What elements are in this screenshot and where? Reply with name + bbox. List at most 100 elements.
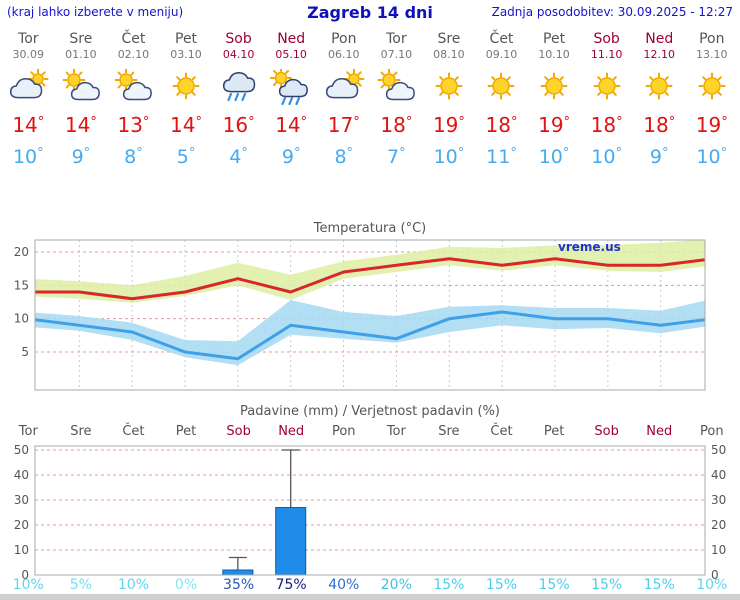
day-icon-slot [580, 69, 633, 109]
precip-day-label: Sob [226, 424, 251, 439]
day-name: Tor [18, 31, 39, 47]
precip-probability: 15% [643, 577, 675, 593]
day-column-3[interactable]: Pet 03.10 14° 5° [160, 31, 213, 168]
max-temperature: 14° [170, 113, 202, 137]
partly-sunny-icon [377, 68, 416, 101]
precip-probability: 10% [696, 577, 728, 593]
day-date: 13.10 [696, 48, 728, 61]
precip-probability: 75% [275, 577, 307, 593]
max-temperature: 14° [12, 113, 45, 137]
cloudy-icon [325, 68, 365, 99]
day-column-6[interactable]: Pon 06.10 17° 8° [317, 31, 370, 168]
day-icon-slot [107, 68, 160, 109]
y-tick-label-right: 10 [711, 543, 726, 557]
day-column-8[interactable]: Sre 08.10 19° 10° [423, 31, 476, 168]
day-name: Pon [699, 31, 725, 47]
max-temperature-line [35, 257, 705, 301]
day-column-13[interactable]: Pon 13.10 19° 10° [686, 31, 739, 168]
day-icon-slot [212, 69, 265, 109]
precipitation-chart: 0 0 10 10 20 20 30 30 40 40 50 50 [14, 443, 727, 580]
precip-day-label: Pet [175, 424, 197, 439]
y-tick-label-left: 10 [14, 543, 29, 557]
temperature-chart: 5 10 15 20 vreme.us [14, 239, 706, 391]
location-menu-hint[interactable]: (kraj lahko izberete v meniju) [7, 5, 184, 19]
day-column-0[interactable]: Tor 30.09 14° 10° [2, 31, 55, 168]
precip-bar [275, 507, 307, 576]
day-column-2[interactable]: Čet 02.10 13° 8° [107, 31, 160, 168]
precip-day-label: Sre [70, 424, 92, 439]
day-column-10[interactable]: Pet 10.10 19° 10° [528, 31, 581, 168]
precip-day-label: Pon [331, 424, 356, 439]
day-column-11[interactable]: Sob 11.10 18° 10° [580, 31, 633, 168]
day-name: Ned [645, 31, 674, 47]
sunny-icon [645, 72, 673, 100]
day-name: Tor [386, 31, 407, 47]
max-temperature: 19° [432, 113, 465, 137]
min-temperature: 9° [281, 146, 301, 168]
precip-probability: 15% [538, 577, 570, 593]
min-temperature-line [35, 310, 705, 361]
day-icon-slot [528, 69, 581, 109]
day-icon-slot [633, 69, 686, 109]
precip-day-label: Sob [594, 424, 619, 439]
precip-day-label: Tor [18, 424, 38, 439]
day-icon-slot [55, 68, 108, 109]
day-name: Čet [489, 31, 514, 47]
day-icon-slot [317, 68, 370, 109]
day-icon-slot [265, 67, 318, 109]
min-temperature: 10° [538, 146, 570, 168]
y-tick-label-right: 50 [711, 443, 726, 457]
day-name: Pon [331, 31, 357, 47]
temperature-chart-title: Temperatura (°C) [313, 221, 427, 236]
min-temperature: 11° [486, 146, 517, 168]
precip-day-labels-row: Tor Sre Čet Pet Sob Ned Pon Tor Sre Čet Pet Sob Ned P… [2, 424, 738, 439]
day-icon-slot [370, 68, 423, 109]
precip-day-label: Pon [700, 424, 724, 439]
max-temperature: 17° [327, 113, 360, 137]
sunny-icon [435, 72, 463, 100]
precip-day-label: Tor [386, 424, 406, 439]
day-date: 04.10 [222, 48, 255, 61]
rain-sun-icon [270, 67, 309, 106]
day-column-1[interactable]: Sre 01.10 14° 9° [55, 31, 108, 168]
last-update-timestamp: Zadnja posodobitev: 30.09.2025 - 12:27 [491, 5, 733, 19]
max-temperature: 13° [117, 113, 150, 137]
min-temperature: 5° [176, 146, 196, 168]
precip-probability: 10% [117, 577, 149, 593]
day-icon-slot [686, 69, 739, 109]
y-tick-label-left: 30 [14, 493, 29, 507]
min-temperature: 8° [334, 146, 354, 168]
day-date: 03.10 [170, 48, 202, 61]
day-icon-slot [423, 69, 476, 109]
partly-sunny-icon [114, 68, 153, 101]
watermark: vreme.us [558, 240, 621, 254]
precipitation-chart-title: Padavine (mm) / Verjetnost padavin (%) [240, 404, 500, 419]
day-column-5[interactable]: Ned 05.10 14° 9° [265, 31, 318, 168]
day-icon-slot [2, 68, 55, 109]
y-tick-label-right: 20 [711, 518, 726, 532]
max-temperature: 19° [538, 113, 571, 137]
day-name: Čet [121, 31, 146, 47]
day-date: 12.10 [643, 48, 675, 61]
precip-probability: 10% [12, 577, 44, 593]
sunny-icon [540, 72, 568, 100]
day-date: 10.10 [538, 48, 570, 61]
day-column-12[interactable]: Ned 12.10 18° 9° [633, 31, 686, 168]
sunny-icon [487, 72, 515, 100]
precip-day-label: Ned [278, 424, 305, 439]
day-column-4[interactable]: Sob 04.10 16° 4° [212, 31, 265, 168]
min-temperature: 10° [12, 146, 44, 168]
min-temperature: 8° [124, 146, 143, 168]
y-tick-label-right: 40 [711, 468, 726, 482]
precip-day-label: Čet [122, 424, 145, 439]
day-date: 08.10 [433, 48, 465, 61]
day-column-9[interactable]: Čet 09.10 18° 11° [475, 31, 528, 168]
max-temperature: 14° [275, 113, 308, 137]
footer-bar [0, 594, 740, 600]
day-name: Sre [437, 31, 461, 47]
day-date: 02.10 [117, 48, 150, 61]
precip-day-label: Pet [543, 424, 565, 439]
day-column-7[interactable]: Tor 07.10 18° 7° [370, 31, 423, 168]
precip-probability: 5% [69, 577, 92, 593]
